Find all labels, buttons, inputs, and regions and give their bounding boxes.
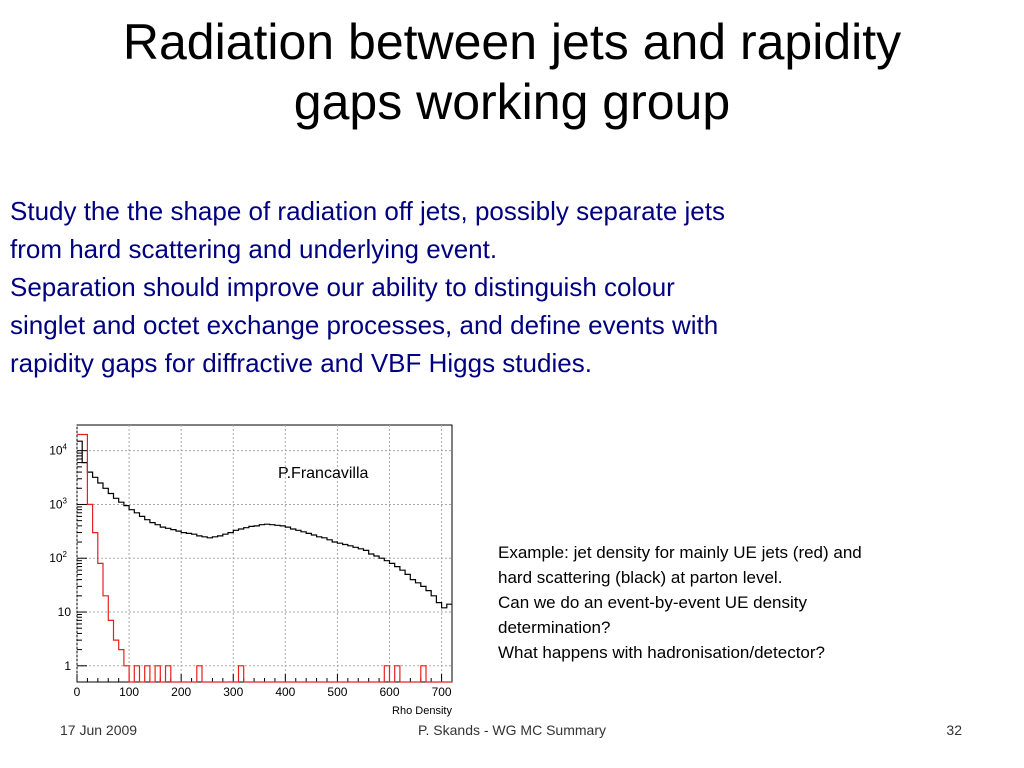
hard-scattering-series bbox=[77, 440, 452, 609]
body-line: from hard scattering and underlying even… bbox=[10, 234, 498, 264]
x-tick-label: 0 bbox=[74, 685, 81, 699]
y-tick-label: 104 bbox=[49, 443, 67, 458]
x-tick-label: 700 bbox=[432, 685, 452, 699]
ue-jets-series bbox=[77, 433, 452, 683]
slide-title-line-2: gaps working group bbox=[293, 74, 731, 130]
x-axis-label: Rho Density bbox=[392, 705, 452, 717]
footer-author: P. Skands - WG MC Summary bbox=[417, 722, 606, 738]
chart-annotation: P.Francavilla bbox=[278, 465, 369, 482]
rho-density-histogram: 0 100 200 300 400 500 600 700104103102101P.Fran… bbox=[49, 424, 453, 717]
x-tick-label: 200 bbox=[171, 685, 191, 699]
slide-body-text: Study the the shape of radiation off jet… bbox=[10, 192, 1014, 382]
y-tick-label: 102 bbox=[49, 550, 67, 565]
body-line: Study the the shape of radiation off jet… bbox=[10, 196, 725, 226]
slide-title: Radiation between jets and rapidity gaps… bbox=[0, 12, 1024, 132]
x-tick-label: 600 bbox=[379, 685, 399, 699]
y-tick-label: 1 bbox=[64, 659, 71, 673]
footer-date: 17 Jun 2009 bbox=[60, 722, 138, 738]
caption-line: hard scattering (black) at parton level. bbox=[498, 568, 783, 587]
y-tick-label: 10 bbox=[58, 605, 72, 619]
caption-line: Example: jet density for mainly UE jets … bbox=[498, 543, 862, 562]
body-line: singlet and octet exchange processes, an… bbox=[10, 310, 719, 340]
body-line: rapidity gaps for diffractive and VBF Hi… bbox=[10, 348, 592, 378]
body-line: Separation should improve our ability to… bbox=[10, 272, 675, 302]
x-tick-label: 400 bbox=[275, 685, 295, 699]
x-tick-label: 100 bbox=[119, 685, 139, 699]
slide-title-line-1: Radiation between jets and rapidity bbox=[122, 14, 902, 70]
caption-line: determination? bbox=[498, 618, 611, 637]
plot-frame bbox=[76, 424, 453, 683]
x-tick-label: 300 bbox=[223, 685, 243, 699]
footer-page-number: 32 bbox=[946, 722, 962, 738]
figure-caption: Example: jet density for mainly UE jets … bbox=[498, 540, 1018, 665]
caption-line: What happens with hadronisation/detector… bbox=[498, 643, 825, 662]
x-tick-label: 500 bbox=[327, 685, 347, 699]
caption-line: Can we do an event-by-event UE density bbox=[498, 593, 808, 612]
y-tick-label: 103 bbox=[49, 496, 67, 511]
